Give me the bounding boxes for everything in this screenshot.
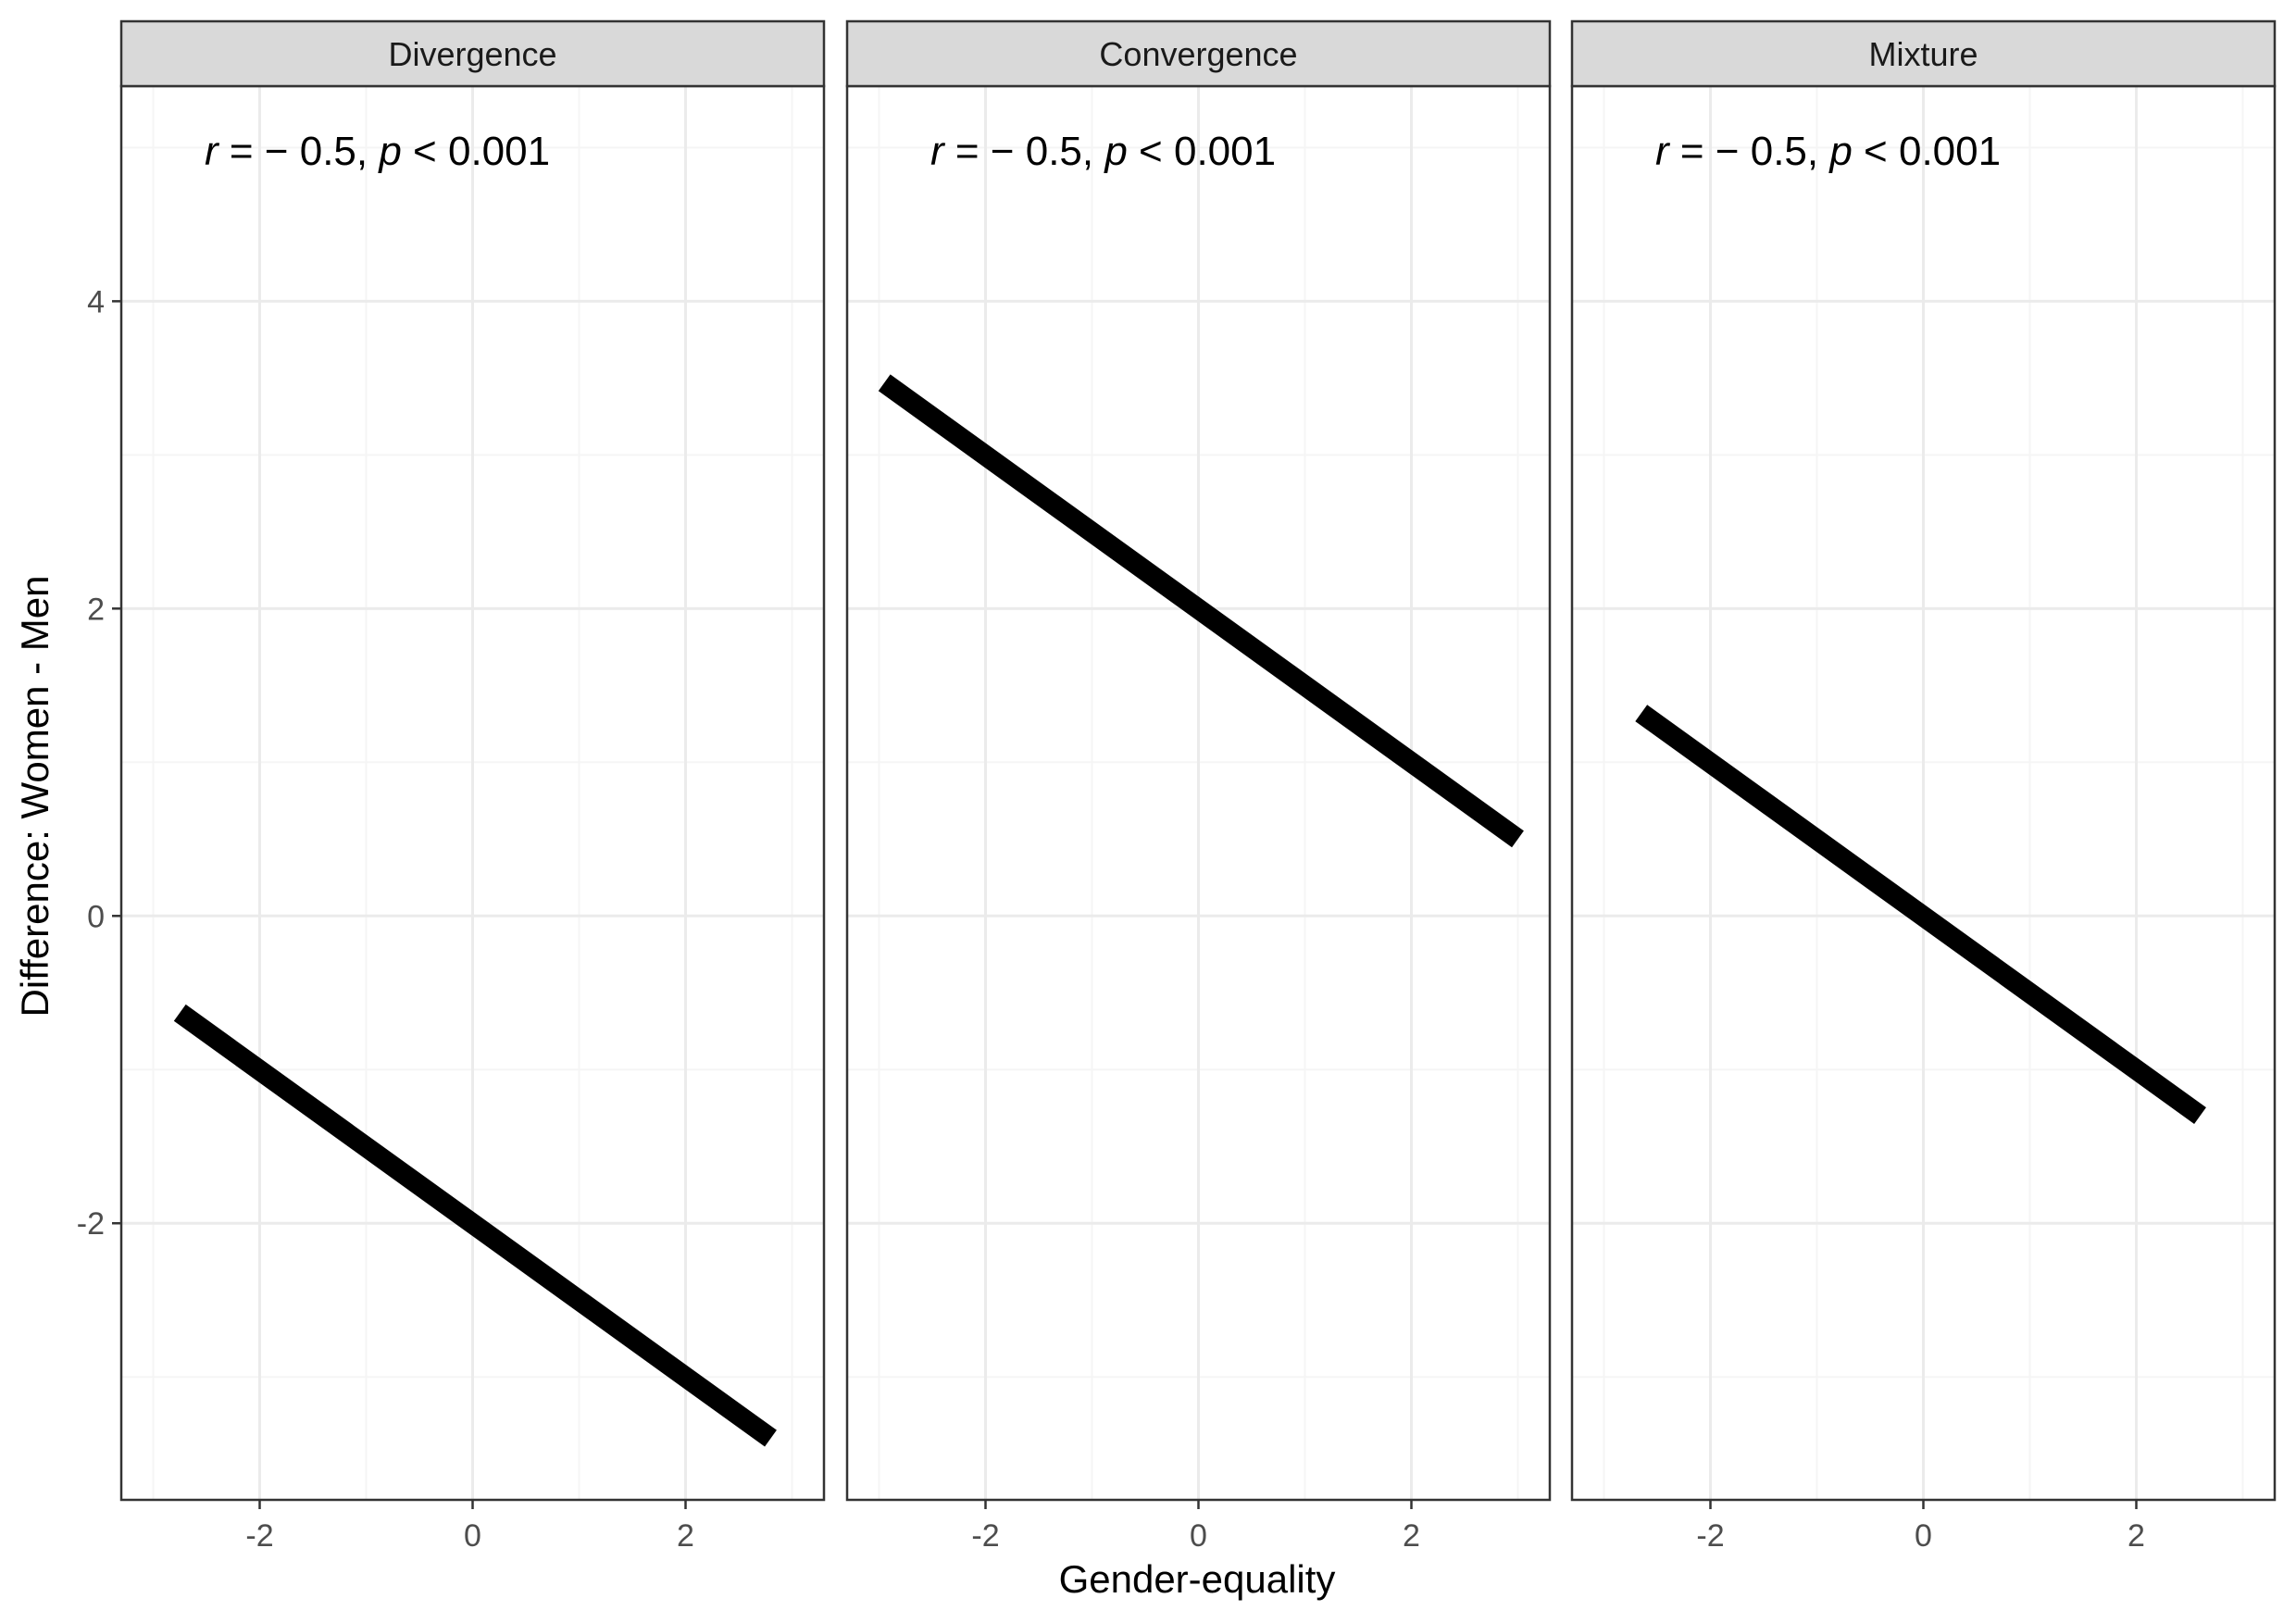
facet-strip [119, 19, 826, 88]
series-line-divergence [173, 1004, 777, 1447]
annotation-r-symbol: r [930, 129, 946, 174]
annotation-r-value: = − 0.5, [944, 129, 1105, 174]
annotation-p-symbol: p [1103, 129, 1127, 174]
y-tick-label: 2 [87, 592, 105, 627]
x-tick-label: -2 [1696, 1518, 1724, 1554]
annotation-p-value: < 0.001 [1853, 129, 2001, 174]
facet-strip-label: Convergence [1099, 35, 1297, 73]
x-tick-label: -2 [245, 1518, 273, 1554]
facet-panel-convergence: r = − 0.5, p < 0.001 Convergence -2 0 2 [845, 19, 1552, 1554]
x-axis-title: Gender-equality [1059, 1557, 1336, 1601]
series-line-mixture [1635, 705, 2206, 1124]
annotation-r-value: = − 0.5, [1669, 129, 1830, 174]
x-tick-label: 2 [2128, 1518, 2145, 1554]
x-tick-label: 0 [1190, 1518, 1207, 1554]
facet-strip [845, 19, 1552, 88]
x-tick-label: -2 [971, 1518, 999, 1554]
x-tick-label: 2 [1403, 1518, 1420, 1554]
facet-panel-mixture: r = − 0.5, p < 0.001 Mixture -2 0 2 [1570, 19, 2277, 1554]
facet-strip-label: Divergence [388, 35, 556, 73]
x-tick-label: 0 [1915, 1518, 1932, 1554]
annotation-r-symbol: r [205, 129, 220, 174]
annotation-r-symbol: r [1655, 129, 1671, 174]
x-tick-label: 2 [677, 1518, 694, 1554]
x-tick-label: 0 [464, 1518, 481, 1554]
correlation-annotation: r = − 0.5, p < 0.001 [930, 129, 1276, 174]
correlation-annotation: r = − 0.5, p < 0.001 [205, 129, 550, 174]
annotation-p-value: < 0.001 [1128, 129, 1276, 174]
series-line-convergence [878, 374, 1524, 848]
annotation-p-value: < 0.001 [402, 129, 550, 174]
annotation-r-value: = − 0.5, [218, 129, 380, 174]
correlation-annotation: r = − 0.5, p < 0.001 [1655, 129, 2001, 174]
y-axis-title: Difference: Women - Men [13, 576, 56, 1017]
annotation-p-symbol: p [1828, 129, 1852, 174]
facet-strip-label: Mixture [1868, 35, 1978, 73]
y-tick-label: 0 [87, 899, 105, 934]
facet-strip [1570, 19, 2277, 88]
y-tick-label: -2 [77, 1206, 105, 1242]
facet-panel-divergence: r = − 0.5, p < 0.001 Divergence -2 0 2 -2 0 2 4 [77, 19, 826, 1554]
y-tick-label: 4 [87, 284, 105, 319]
annotation-p-symbol: p [377, 129, 401, 174]
